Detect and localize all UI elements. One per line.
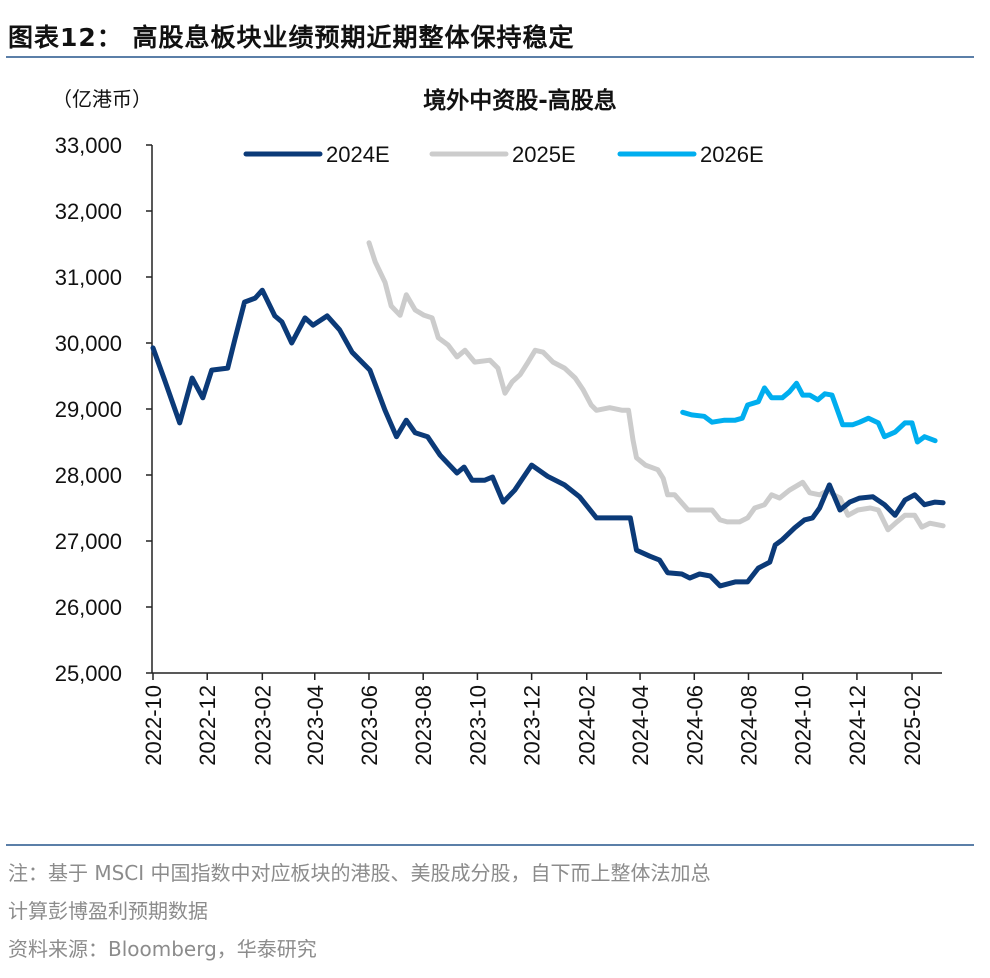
x-tick-label: 2024-08 xyxy=(736,685,761,766)
note-line-2: 计算彭博盈利预期数据 xyxy=(8,899,208,923)
series-line-2025E xyxy=(366,240,946,533)
chart-title: 境外中资股-高股息 xyxy=(423,87,617,114)
y-tick-label: 25,000 xyxy=(55,661,122,686)
x-tick-label: 2022-12 xyxy=(195,685,220,766)
x-tick-label: 2023-04 xyxy=(303,685,328,766)
y-tick-label: 26,000 xyxy=(55,595,122,620)
x-tick-label: 2024-12 xyxy=(845,685,870,766)
x-tick-label: 2023-06 xyxy=(357,685,382,766)
x-tick-label: 2023-12 xyxy=(520,685,545,766)
x-tick-label: 2023-10 xyxy=(465,685,490,766)
legend-label-2026E: 2026E xyxy=(700,142,764,167)
y-tick-label: 30,000 xyxy=(55,331,122,356)
header-divider xyxy=(6,56,974,58)
y-tick-label: 31,000 xyxy=(55,265,122,290)
series-line-2026E xyxy=(680,380,938,445)
x-tick-label: 2025-02 xyxy=(900,685,925,766)
x-tick-label: 2024-02 xyxy=(575,685,600,766)
legend-label-2025E: 2025E xyxy=(512,142,576,167)
source-line: 资料来源：Bloomberg，华泰研究 xyxy=(8,937,317,961)
series-line-2024E xyxy=(150,287,946,589)
x-tick-label: 2024-10 xyxy=(791,685,816,766)
x-tick-label: 2023-08 xyxy=(411,685,436,766)
figure-title: 图表12： 高股息板块业绩预期近期整体保持稳定 xyxy=(8,23,575,52)
x-tick-label: 2023-02 xyxy=(250,685,275,766)
y-axis-unit-label: （亿港币） xyxy=(52,87,152,111)
note-line-1: 注：基于 MSCI 中国指数中对应板块的港股、美股成分股，自下而上整体法加总 xyxy=(8,861,711,885)
y-tick-label: 33,000 xyxy=(55,133,122,158)
y-tick-label: 32,000 xyxy=(55,199,122,224)
x-tick-label: 2024-04 xyxy=(628,685,653,766)
footer-divider xyxy=(6,844,974,846)
y-tick-label: 27,000 xyxy=(55,529,122,554)
y-tick-label: 28,000 xyxy=(55,463,122,488)
x-tick-label: 2024-06 xyxy=(682,685,707,766)
legend-label-2024E: 2024E xyxy=(326,142,390,167)
y-tick-label: 29,000 xyxy=(55,397,122,422)
x-tick-label: 2022-10 xyxy=(141,685,166,766)
line-chart: （亿港币） 境外中资股-高股息 25,000 26,000 27,000 28,000… xyxy=(52,87,946,766)
